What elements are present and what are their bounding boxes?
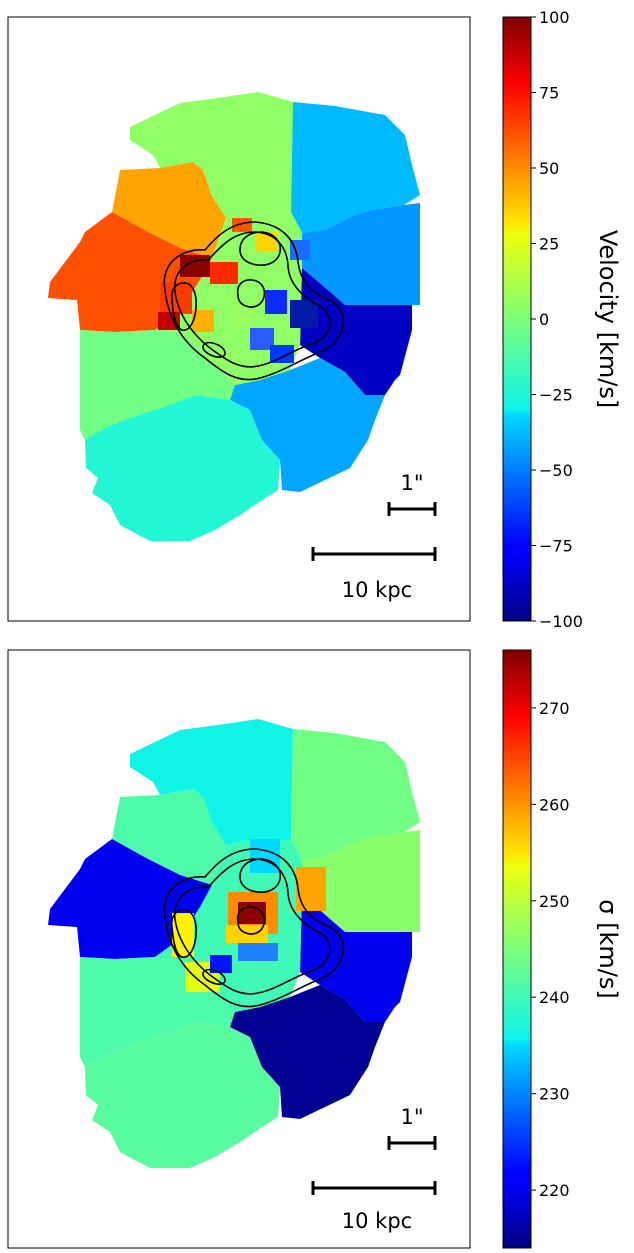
scale-bar-arcsec-label: 1"	[400, 471, 423, 495]
velocity-map-panel: 1" 10 kpc 100 75 50 25 0 −25 −50 −75 −100 Veloci…	[7, 8, 622, 627]
flux-contours	[163, 848, 344, 1008]
scale-bar-arcsec: 1"	[387, 1105, 437, 1150]
colorbar-tick-label: 25	[539, 235, 559, 254]
contour-inner-west	[170, 909, 197, 958]
contour-inner-core	[236, 279, 266, 308]
scale-bar-kpc-label: 10 kpc	[342, 578, 412, 602]
map-frame	[7, 649, 471, 1249]
colorbar-tick-label: 75	[539, 84, 559, 103]
map-frame	[7, 16, 471, 622]
colorbar-gradient	[502, 16, 532, 622]
scale-bar-arcsec: 1"	[387, 471, 437, 516]
core-pixel	[290, 300, 318, 328]
colorbar-tick-label: 260	[539, 795, 570, 814]
bin-region-south	[85, 1022, 280, 1168]
core-pixel	[270, 345, 294, 363]
colorbar-tick-label: 220	[539, 1181, 570, 1200]
flux-contours	[163, 221, 344, 381]
colorbar-tick-label: 100	[539, 8, 570, 27]
core-pixel	[238, 943, 278, 961]
colorbar-ticks: 270 260 250 240 230 220	[531, 699, 570, 1200]
colorbar: 270 260 250 240 230 220 σ [km/s]	[502, 649, 622, 1249]
colorbar-tick-label: 230	[539, 1085, 570, 1104]
scale-bar-kpc: 10 kpc	[311, 1181, 437, 1233]
contour-inner-north	[239, 231, 282, 266]
colorbar-tick-label: −50	[539, 461, 573, 480]
bin-region-n-right	[291, 729, 420, 860]
core-pixel	[210, 262, 238, 284]
colorbar-tick-label: −100	[539, 612, 583, 627]
scale-bar-kpc: 10 kpc	[311, 547, 437, 602]
core-pixel	[296, 867, 326, 911]
bin-region-ne	[302, 203, 420, 305]
map-area	[8, 17, 470, 621]
bin-region-south	[85, 395, 280, 541]
contour-inner-sw	[202, 341, 226, 358]
scale-bar-kpc-label: 10 kpc	[342, 1209, 412, 1233]
bin-region-n-left	[112, 789, 226, 885]
colorbar-tick-label: 250	[539, 892, 570, 911]
colorbar-label: σ [km/s]	[594, 899, 622, 998]
map-area	[8, 650, 470, 1248]
core-pixel	[290, 240, 310, 260]
colorbar-gradient	[502, 649, 532, 1249]
core-pixel	[255, 232, 277, 252]
core-pixel	[172, 913, 194, 957]
core-pixel	[250, 328, 274, 350]
core-pixel	[265, 290, 287, 314]
core-pixel	[210, 955, 232, 973]
bin-region-n-center	[130, 719, 293, 845]
colorbar: 100 75 50 25 0 −25 −50 −75 −100 Velocity [km/s]	[502, 8, 622, 627]
dispersion-map-panel: 1" 10 kpc 270 260 250 240 230 220 σ [km/s]	[7, 649, 622, 1249]
bin-region-se	[230, 985, 385, 1119]
colorbar-ticks: 100 75 50 25 0 −25 −50 −75 −100	[531, 8, 583, 627]
core-pixel	[232, 305, 252, 327]
contour-inner-north	[239, 858, 282, 893]
contour-outer	[163, 848, 344, 1008]
contour-inner-core	[236, 906, 266, 935]
bin-region-west	[48, 839, 212, 959]
core-pixel	[250, 839, 280, 873]
colorbar-tick-label: −75	[539, 537, 573, 556]
bin-region-se	[230, 358, 385, 492]
contour-middle	[173, 231, 331, 368]
colorbar-label: Velocity [km/s]	[594, 230, 622, 408]
colorbar-tick-label: 50	[539, 159, 559, 178]
contour-inner-sw	[202, 968, 226, 985]
bin-region-n-right	[291, 102, 420, 233]
bin-region-n-left	[112, 162, 226, 258]
bin-region-sw	[80, 330, 235, 440]
core-pixel	[192, 310, 214, 332]
scale-bar-arcsec-label: 1"	[400, 1105, 423, 1129]
core-pixel	[232, 218, 252, 232]
colorbar-tick-label: 270	[539, 699, 570, 718]
colorbar-tick-label: 0	[539, 310, 549, 329]
contour-middle	[173, 858, 331, 995]
bin-region-n-center	[130, 92, 293, 218]
colorbar-tick-label: −25	[539, 386, 573, 405]
bin-region-ne	[302, 830, 420, 932]
contour-inner-west	[170, 282, 197, 331]
colorbar-tick-label: 240	[539, 988, 570, 1007]
contour-outer	[163, 221, 344, 381]
